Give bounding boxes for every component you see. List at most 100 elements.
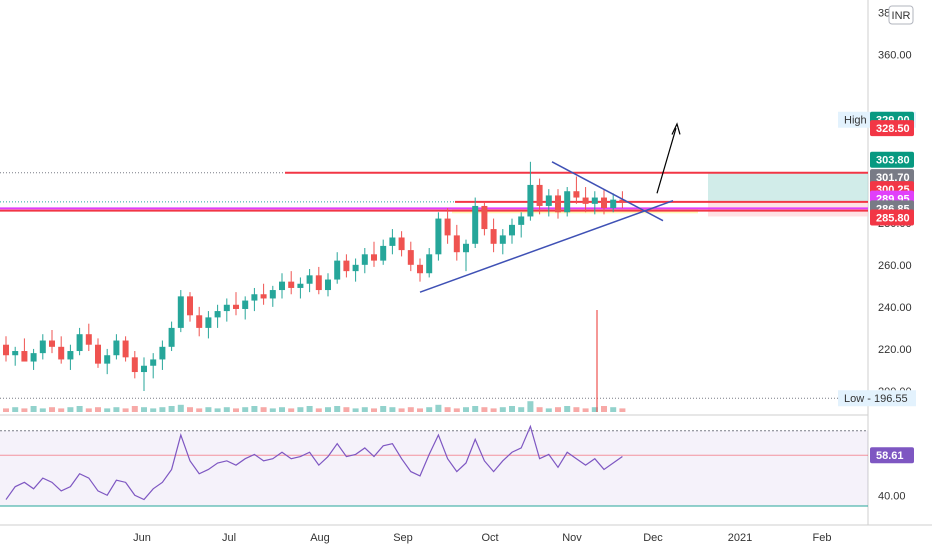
candle — [417, 258, 423, 282]
low-label-bg — [838, 390, 916, 407]
volume-bar — [187, 407, 193, 412]
volume-bar — [58, 408, 65, 412]
candle-body — [499, 235, 506, 244]
candle-body — [233, 304, 239, 309]
volume-bar — [95, 407, 101, 412]
volume-bar — [555, 407, 561, 412]
horizontal-levels[interactable] — [0, 171, 868, 399]
candle — [509, 218, 515, 244]
candle-body — [288, 281, 295, 288]
candle-body — [610, 199, 617, 209]
descending-trendline[interactable] — [551, 161, 664, 222]
candles — [3, 161, 626, 391]
candle — [177, 290, 184, 333]
candle — [39, 334, 46, 360]
volume-bar — [315, 408, 322, 412]
candle-body — [417, 264, 423, 274]
time-tick-label: Feb — [813, 532, 832, 544]
candle — [389, 229, 396, 255]
currency-badge-box — [888, 5, 914, 25]
candle-body — [159, 346, 166, 360]
candle — [407, 241, 414, 272]
volume-bar — [131, 406, 138, 412]
candle-body — [352, 264, 359, 272]
price-tag-label: 285.80 — [876, 213, 910, 225]
volume-bar — [499, 407, 506, 412]
currency-badge[interactable]: INR — [888, 5, 914, 25]
volume-bar — [122, 408, 129, 412]
candle — [490, 218, 497, 253]
price-axis[interactable]: 380.00360.00280.00260.00240.00220.00200.… — [838, 5, 916, 502]
candle-body — [58, 346, 65, 360]
time-tick-label: Jul — [222, 532, 236, 544]
candle-body — [564, 191, 571, 213]
candle — [205, 311, 212, 339]
candle — [591, 191, 598, 215]
candle-body — [371, 254, 377, 261]
candle-body — [85, 334, 92, 345]
candle-body — [361, 254, 368, 265]
candle-body — [76, 334, 83, 352]
candle — [361, 248, 368, 274]
price-tag-bg — [870, 209, 914, 226]
volume-spike — [596, 310, 598, 412]
candle — [499, 229, 506, 255]
candle — [545, 189, 552, 217]
volume-bar — [141, 407, 147, 412]
volume-bar — [417, 408, 423, 412]
candle — [260, 283, 267, 305]
candle — [214, 304, 221, 328]
candle — [85, 323, 92, 352]
candle-body — [509, 224, 515, 236]
candle — [131, 351, 138, 379]
candle-body — [435, 218, 442, 255]
candle — [426, 248, 433, 278]
candle — [352, 258, 359, 282]
volume-bar — [334, 406, 341, 412]
target-arrow-shaft[interactable] — [656, 127, 677, 194]
time-tick-label: Dec — [643, 532, 663, 544]
pattern-drawings[interactable] — [419, 122, 681, 293]
time-tick-label: Aug — [310, 532, 330, 544]
candle-body — [325, 279, 331, 291]
rsi-tick-label: 40.00 — [878, 490, 906, 502]
time-axis[interactable]: Jun Jul Aug Sep Oct Nov Dec 2021 Feb — [133, 532, 831, 544]
candle — [315, 266, 322, 295]
rsi-panel — [0, 424, 868, 507]
candle — [251, 287, 258, 312]
candle-body — [306, 275, 313, 284]
volume-bar — [49, 407, 55, 412]
currency-label: INR — [892, 10, 911, 22]
ascending-trendline[interactable] — [419, 199, 674, 293]
candle — [288, 271, 295, 295]
candle-body — [343, 260, 350, 272]
candle-body — [12, 351, 19, 356]
volume-bar — [343, 407, 350, 412]
candle-body — [619, 199, 626, 202]
candle — [453, 224, 460, 261]
candle-body — [279, 281, 285, 291]
price-tick-label: 220.00 — [878, 344, 912, 356]
volume-bar — [104, 408, 111, 412]
candle-body — [490, 229, 497, 244]
volume-bar — [233, 408, 239, 412]
volume-bar — [288, 408, 295, 412]
price-tag-bg — [870, 151, 914, 168]
candle — [67, 344, 74, 370]
candle — [555, 189, 561, 219]
candle-body — [481, 205, 488, 230]
volume-bars — [3, 310, 626, 412]
price-tag: 328.50 — [870, 120, 914, 137]
volume-bar — [509, 406, 515, 412]
candle — [104, 348, 111, 375]
candle-body — [251, 294, 258, 301]
volume-bar — [177, 404, 184, 412]
candle-body — [334, 260, 341, 280]
candle — [325, 273, 331, 297]
candle-body — [95, 344, 101, 364]
candle-body — [67, 351, 74, 360]
volume-bar — [159, 407, 166, 412]
candle-body — [223, 304, 230, 312]
rsi-band — [0, 430, 868, 506]
